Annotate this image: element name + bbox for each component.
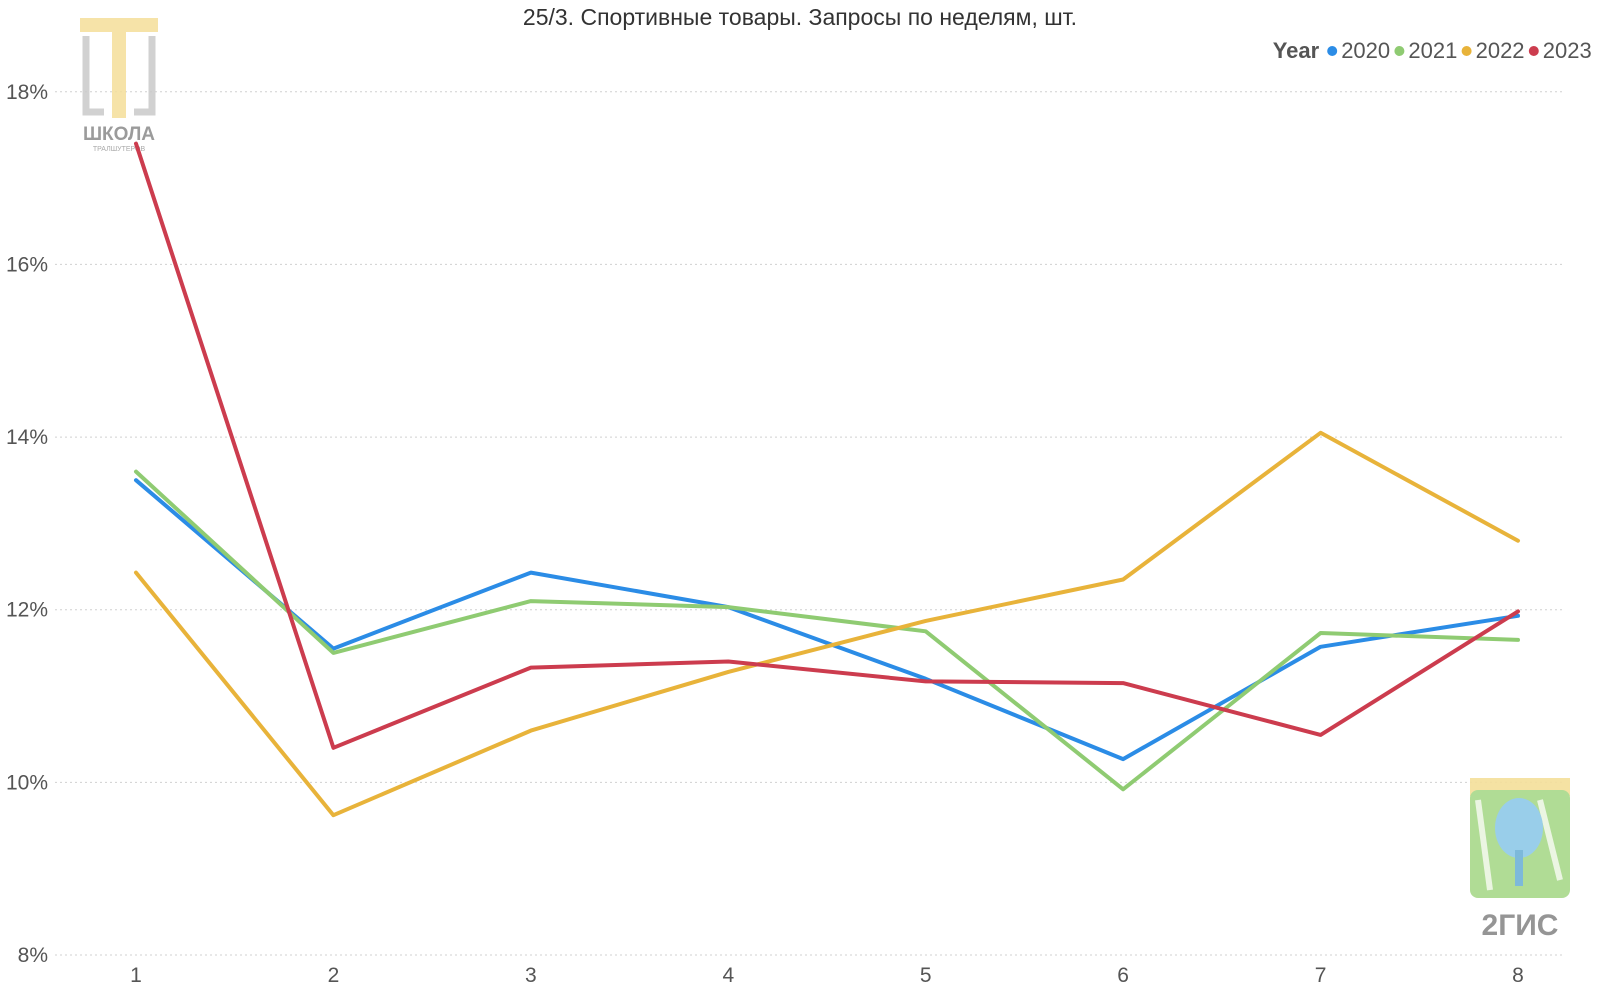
legend-label-2023: 2023 (1543, 38, 1592, 63)
school-logo-text: ШКОЛА (83, 124, 155, 145)
x-tick-label: 6 (1117, 964, 1129, 987)
x-tick-label: 8 (1512, 964, 1524, 987)
x-axis-ticks: 1 2 3 4 5 6 7 8 (130, 964, 1524, 987)
chart-title: 25/3. Спортивные товары. Запросы по неде… (523, 4, 1077, 30)
series-line-2023 (134, 141, 1520, 750)
x-tick-label: 1 (130, 964, 142, 987)
legend-title: Year (1273, 38, 1320, 63)
y-tick-label: 14% (6, 426, 48, 449)
2gis-logo-text: 2ГИС (1482, 909, 1559, 942)
y-tick-label: 16% (6, 253, 48, 276)
2gis-logo: 2ГИС (1470, 778, 1570, 942)
legend-marker-2020 (1327, 46, 1338, 56)
legend-label-2021: 2021 (1408, 38, 1457, 63)
series-line-2021 (134, 469, 1520, 792)
x-tick-label: 5 (920, 964, 932, 987)
legend-label-2020: 2020 (1341, 38, 1390, 63)
y-tick-label: 18% (6, 81, 48, 104)
series-line-2020 (134, 478, 1520, 762)
legend-marker-2021 (1394, 46, 1405, 56)
legend-marker-2022 (1461, 46, 1472, 56)
x-tick-label: 4 (722, 964, 734, 987)
x-tick-label: 3 (525, 964, 537, 987)
y-tick-label: 10% (6, 771, 48, 794)
legend-label-2022: 2022 (1476, 38, 1525, 63)
gridlines (55, 91, 1565, 956)
x-tick-label: 2 (328, 964, 340, 987)
y-axis-ticks: 8% 10% 12% 14% 16% 18% (6, 81, 48, 967)
school-logo-subtitle: ТРАЛШУТЕРОВ (93, 146, 146, 153)
legend: 2023 2022 2021 2020 Year (1273, 38, 1592, 63)
y-tick-label: 12% (6, 599, 48, 622)
legend-marker-2023 (1528, 46, 1539, 56)
series-lines (134, 141, 1520, 818)
school-logo: ШКОЛА ТРАЛШУТЕРОВ (80, 18, 158, 153)
x-tick-label: 7 (1315, 964, 1327, 987)
y-tick-label: 8% (18, 944, 48, 967)
series-line-2022 (134, 430, 1520, 818)
